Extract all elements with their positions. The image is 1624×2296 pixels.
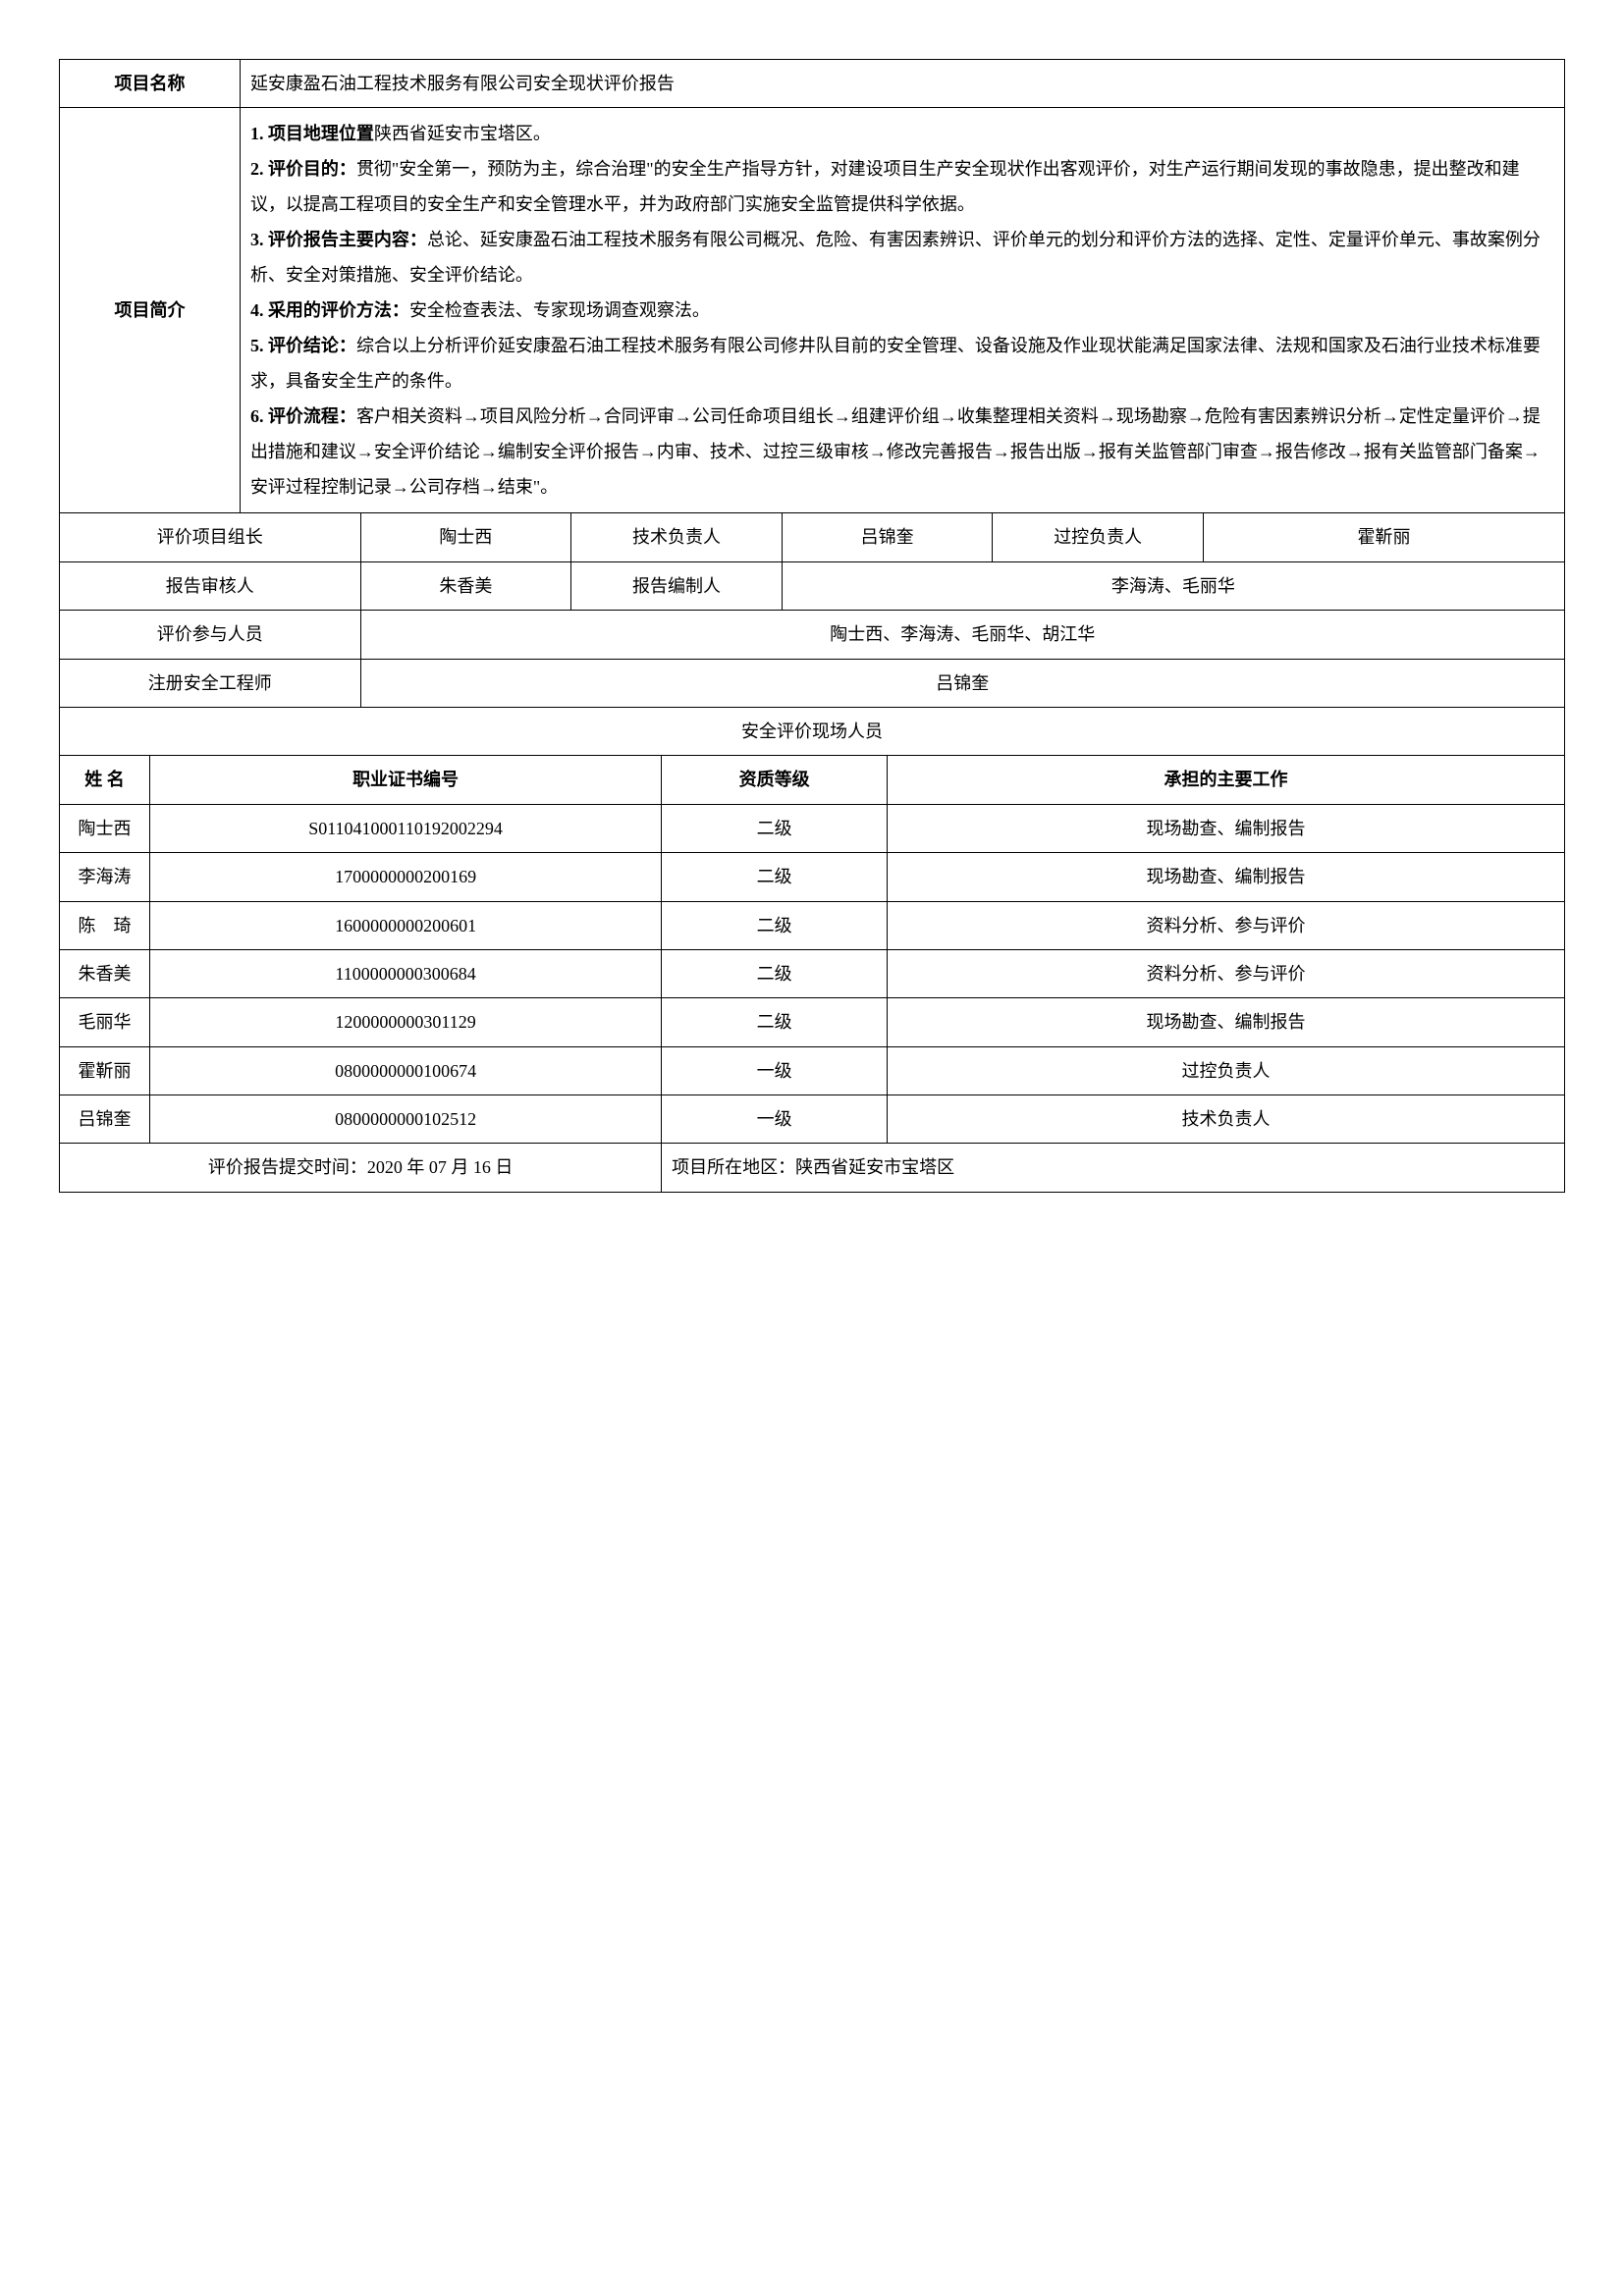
- roles-row-2: 报告审核人 朱香美 报告编制人 李海涛、毛丽华: [60, 561, 1565, 610]
- personnel-work: 技术负责人: [888, 1095, 1565, 1144]
- personnel-level: 二级: [662, 998, 888, 1046]
- personnel-level: 二级: [662, 901, 888, 949]
- col-cert: 职业证书编号: [149, 756, 661, 804]
- intro-s1-title: 项目地理位置: [268, 124, 374, 143]
- site-personnel-header-row: 姓 名 职业证书编号 资质等级 承担的主要工作: [60, 756, 1565, 804]
- personnel-cert: 1700000000200169: [149, 853, 661, 901]
- site-personnel-title-row: 安全评价现场人员: [60, 707, 1565, 755]
- personnel-work: 资料分析、参与评价: [888, 901, 1565, 949]
- col-name: 姓 名: [60, 756, 150, 804]
- personnel-work: 资料分析、参与评价: [888, 949, 1565, 997]
- intro-s2-body: 贯彻"安全第一，预防为主，综合治理"的安全生产指导方针，对建设项目生产安全现状作…: [250, 159, 1520, 214]
- personnel-name: 毛丽华: [60, 998, 150, 1046]
- roles-row-4: 注册安全工程师 吕锦奎: [60, 659, 1565, 707]
- personnel-name: 陈 琦: [60, 901, 150, 949]
- compiler-label: 报告编制人: [571, 561, 783, 610]
- project-name-label: 项目名称: [60, 60, 241, 108]
- intro-s3-title: 评价报告主要内容：: [268, 230, 427, 249]
- proc-label: 过控负责人: [993, 513, 1204, 561]
- personnel-cert: S011041000110192002294: [149, 804, 661, 852]
- intro-s1-num: 1.: [250, 124, 264, 143]
- intro-s6-body: 客户相关资料→项目风险分析→合同评审→公司任命项目组长→组建评价组→收集整理相关…: [250, 406, 1541, 497]
- intro-s4-title: 采用的评价方法：: [268, 300, 409, 320]
- reviewer-value: 朱香美: [360, 561, 571, 610]
- tech-label: 技术负责人: [571, 513, 783, 561]
- personnel-name: 吕锦奎: [60, 1095, 150, 1144]
- col-work: 承担的主要工作: [888, 756, 1565, 804]
- personnel-work: 过控负责人: [888, 1046, 1565, 1095]
- intro-s5-num: 5.: [250, 336, 264, 355]
- intro-s2-num: 2.: [250, 159, 264, 179]
- compiler-value: 李海涛、毛丽华: [782, 561, 1564, 610]
- proc-value: 霍靳丽: [1204, 513, 1565, 561]
- submit-time: 评价报告提交时间：2020 年 07 月 16 日: [60, 1144, 662, 1192]
- intro-s6-title: 评价流程：: [268, 406, 356, 426]
- personnel-cert: 0800000000100674: [149, 1046, 661, 1095]
- project-intro-label: 项目简介: [60, 108, 241, 513]
- roles-row-3: 评价参与人员 陶士西、李海涛、毛丽华、胡江华: [60, 611, 1565, 659]
- participants-label: 评价参与人员: [60, 611, 361, 659]
- intro-s3-num: 3.: [250, 230, 264, 249]
- leader-label: 评价项目组长: [60, 513, 361, 561]
- personnel-name: 朱香美: [60, 949, 150, 997]
- personnel-row: 李海涛 1700000000200169 二级 现场勘查、编制报告: [60, 853, 1565, 901]
- personnel-level: 一级: [662, 1095, 888, 1144]
- intro-s1-body: 陕西省延安市宝塔区。: [374, 124, 551, 143]
- personnel-row: 陈 琦 1600000000200601 二级 资料分析、参与评价: [60, 901, 1565, 949]
- personnel-name: 李海涛: [60, 853, 150, 901]
- personnel-row: 朱香美 1100000000300684 二级 资料分析、参与评价: [60, 949, 1565, 997]
- personnel-row: 毛丽华 1200000000301129 二级 现场勘查、编制报告: [60, 998, 1565, 1046]
- personnel-work: 现场勘查、编制报告: [888, 853, 1565, 901]
- intro-s4-num: 4.: [250, 300, 264, 320]
- col-level: 资质等级: [662, 756, 888, 804]
- intro-s5-title: 评价结论：: [268, 336, 356, 355]
- project-location: 项目所在地区：陕西省延安市宝塔区: [662, 1144, 1565, 1192]
- intro-s2-title: 评价目的：: [268, 159, 356, 179]
- personnel-level: 二级: [662, 949, 888, 997]
- participants-value: 陶士西、李海涛、毛丽华、胡江华: [360, 611, 1564, 659]
- personnel-level: 二级: [662, 804, 888, 852]
- project-intro-row: 项目简介 1. 项目地理位置陕西省延安市宝塔区。 2. 评价目的：贯彻"安全第一…: [60, 108, 1565, 513]
- roles-row-1: 评价项目组长 陶士西 技术负责人 吕锦奎 过控负责人 霍靳丽: [60, 513, 1565, 561]
- project-name-value: 延安康盈石油工程技术服务有限公司安全现状评价报告: [240, 60, 1564, 108]
- intro-s6-num: 6.: [250, 406, 264, 426]
- personnel-level: 二级: [662, 853, 888, 901]
- engineer-value: 吕锦奎: [360, 659, 1564, 707]
- intro-s5-body: 综合以上分析评价延安康盈石油工程技术服务有限公司修井队目前的安全管理、设备设施及…: [250, 336, 1541, 391]
- engineer-label: 注册安全工程师: [60, 659, 361, 707]
- leader-value: 陶士西: [360, 513, 571, 561]
- personnel-row: 吕锦奎 0800000000102512 一级 技术负责人: [60, 1095, 1565, 1144]
- personnel-cert: 0800000000102512: [149, 1095, 661, 1144]
- project-intro-content: 1. 项目地理位置陕西省延安市宝塔区。 2. 评价目的：贯彻"安全第一，预防为主…: [240, 108, 1564, 513]
- personnel-row: 陶士西 S011041000110192002294 二级 现场勘查、编制报告: [60, 804, 1565, 852]
- personnel-level: 一级: [662, 1046, 888, 1095]
- site-personnel-title: 安全评价现场人员: [60, 707, 1565, 755]
- personnel-name: 霍靳丽: [60, 1046, 150, 1095]
- personnel-cert: 1200000000301129: [149, 998, 661, 1046]
- footer-row: 评价报告提交时间：2020 年 07 月 16 日 项目所在地区：陕西省延安市宝…: [60, 1144, 1565, 1192]
- intro-s3-body: 总论、延安康盈石油工程技术服务有限公司概况、危险、有害因素辨识、评价单元的划分和…: [250, 230, 1541, 285]
- intro-s4-body: 安全检查表法、专家现场调查观察法。: [409, 300, 710, 320]
- project-name-row: 项目名称 延安康盈石油工程技术服务有限公司安全现状评价报告: [60, 60, 1565, 108]
- personnel-cert: 1100000000300684: [149, 949, 661, 997]
- personnel-work: 现场勘查、编制报告: [888, 804, 1565, 852]
- personnel-cert: 1600000000200601: [149, 901, 661, 949]
- reviewer-label: 报告审核人: [60, 561, 361, 610]
- tech-value: 吕锦奎: [782, 513, 993, 561]
- personnel-name: 陶士西: [60, 804, 150, 852]
- personnel-work: 现场勘查、编制报告: [888, 998, 1565, 1046]
- main-table: 项目名称 延安康盈石油工程技术服务有限公司安全现状评价报告 项目简介 1. 项目…: [59, 59, 1565, 1193]
- personnel-row: 霍靳丽 0800000000100674 一级 过控负责人: [60, 1046, 1565, 1095]
